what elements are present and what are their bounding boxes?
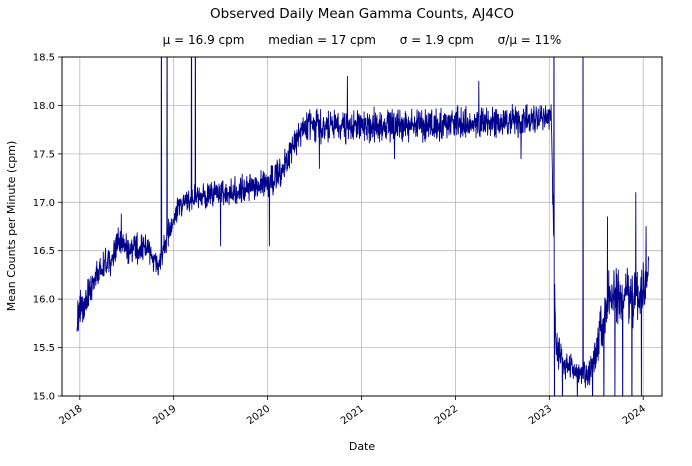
gamma-counts-line xyxy=(76,57,650,396)
x-tick-label: 2020 xyxy=(245,403,272,427)
stat-cv: σ/μ = 11% xyxy=(497,33,562,47)
grid-lines xyxy=(62,56,662,397)
y-tick-label: 17.5 xyxy=(33,149,55,160)
y-tick-label: 15.0 xyxy=(33,392,55,403)
x-tick-label: 2023 xyxy=(527,403,554,427)
stat-sigma: σ = 1.9 cpm xyxy=(399,33,474,47)
chart-title: Observed Daily Mean Gamma Counts, AJ4CO xyxy=(210,6,514,22)
data-series xyxy=(76,57,650,396)
x-axis-label: Date xyxy=(349,440,376,453)
y-tick-label: 18.0 xyxy=(33,101,55,112)
y-axis-label: Mean Counts per Minute (cpm) xyxy=(5,141,18,312)
x-tick-label: 2021 xyxy=(339,403,366,427)
x-tick-label: 2018 xyxy=(57,403,84,427)
y-tick-label: 16.0 xyxy=(33,295,55,306)
x-tick-label: 2022 xyxy=(433,403,460,427)
y-tick-label: 17.0 xyxy=(33,198,55,209)
axis-ticks xyxy=(58,56,644,400)
x-tick-labels: 2018 2019 2020 2021 2022 2023 2024 xyxy=(57,403,648,427)
x-tick-label: 2024 xyxy=(621,403,648,427)
y-tick-labels: 15.0 15.5 16.0 16.5 17.0 17.5 18.0 18.5 xyxy=(33,53,55,403)
stat-median: median = 17 cpm xyxy=(268,33,376,47)
x-tick-label: 2019 xyxy=(151,403,178,427)
y-tick-label: 15.5 xyxy=(33,343,55,354)
plot-border xyxy=(61,56,663,397)
y-tick-label: 16.5 xyxy=(33,246,55,257)
y-tick-label: 18.5 xyxy=(33,53,55,64)
chart-stats-line: μ = 16.9 cpm median = 17 cpm σ = 1.9 cpm… xyxy=(62,33,662,47)
stat-mean: μ = 16.9 cpm xyxy=(162,33,245,47)
